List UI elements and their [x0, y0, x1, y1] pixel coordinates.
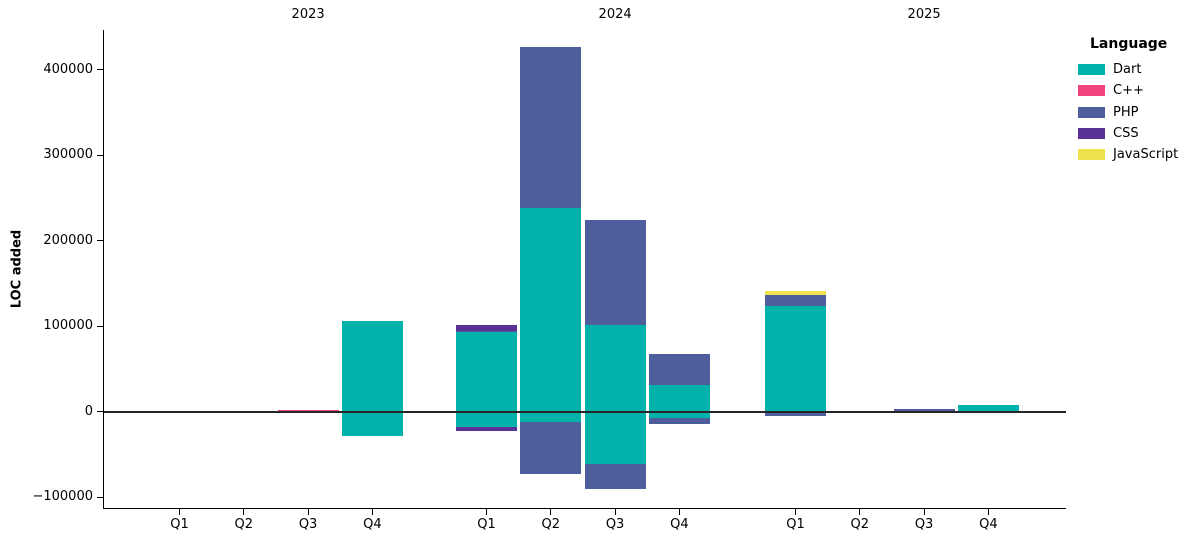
y-tick — [97, 69, 103, 71]
legend-item-label: C++ — [1113, 83, 1144, 99]
x-tick — [243, 509, 245, 515]
y-tick-label: 300000 — [43, 147, 93, 163]
x-tick — [923, 509, 925, 515]
legend-item-dart: Dart — [1078, 59, 1178, 80]
bar-segment — [893, 409, 955, 412]
bar-segment — [648, 411, 710, 418]
y-tick — [97, 411, 103, 413]
x-tick-label: Q1 — [786, 517, 805, 532]
y-tick — [97, 240, 103, 242]
x-tick — [678, 509, 680, 515]
x-tick — [794, 509, 797, 515]
bar-segment — [648, 418, 710, 424]
legend-item-css: CSS — [1078, 123, 1178, 144]
facet-year-label-2025: 2025 — [907, 7, 941, 22]
bar-segment — [456, 427, 517, 431]
x-tick-label: Q2 — [541, 517, 561, 532]
x-tick-label: Q4 — [979, 517, 998, 532]
legend-item-c: C++ — [1078, 80, 1178, 101]
y-tick-label: 100000 — [43, 318, 93, 334]
bar-segment — [456, 325, 517, 331]
bar-segment — [957, 405, 1019, 412]
bar-segment — [765, 290, 826, 295]
x-tick-label: Q3 — [605, 517, 625, 532]
bar-segment — [648, 385, 710, 412]
bar-segment — [341, 321, 403, 412]
x-tick — [371, 509, 373, 515]
x-tick — [859, 509, 861, 515]
legend-title: Language — [1090, 36, 1168, 52]
x-tick-label: Q1 — [170, 517, 189, 532]
bar-segment — [520, 47, 582, 209]
bar-segment — [456, 330, 517, 333]
legend-items: Dart C++ PHP CSS JavaScript — [1078, 59, 1178, 165]
bar-segment — [765, 294, 826, 306]
bar-segment — [765, 411, 826, 417]
x-tick-label: Q2 — [850, 517, 870, 532]
x-tick-label: Q4 — [670, 517, 689, 532]
bar-segment — [341, 411, 403, 437]
legend-item-label: PHP — [1113, 104, 1139, 120]
legend-item-javascript: JavaScript — [1078, 144, 1178, 165]
bar-segment — [648, 354, 710, 386]
legend-swatch-icon — [1078, 85, 1105, 97]
x-tick-label: Q1 — [477, 517, 496, 532]
legend-swatch-icon — [1078, 64, 1105, 76]
bar-segment — [277, 409, 339, 412]
bar-segment — [584, 411, 646, 464]
legend-item-label: JavaScript — [1113, 147, 1179, 163]
bar-segment — [520, 208, 582, 412]
x-axis-line — [103, 508, 1066, 510]
x-tick — [614, 509, 616, 515]
bar-segment — [520, 411, 582, 423]
y-axis-line — [103, 30, 105, 508]
bar-segment — [456, 411, 517, 427]
legend-item-label: CSS — [1113, 126, 1139, 142]
facet-year-label-2023: 2023 — [291, 7, 325, 22]
legend-swatch-icon — [1078, 149, 1105, 161]
legend-item-label: Dart — [1113, 62, 1142, 78]
legend: Language Dart C++ PHP CSS JavaScript — [1078, 36, 1178, 165]
bar-segment — [520, 422, 582, 475]
x-tick-label: Q3 — [914, 517, 934, 532]
bar-segment — [584, 219, 646, 325]
y-tick-label: 200000 — [43, 232, 93, 248]
legend-swatch-icon — [1078, 106, 1105, 118]
y-tick-label: 0 — [84, 403, 93, 419]
y-tick — [97, 496, 103, 498]
zero-baseline — [104, 411, 1066, 413]
legend-swatch-icon — [1078, 128, 1105, 140]
y-tick-label: 400000 — [43, 61, 93, 77]
bar-segment — [765, 305, 826, 412]
x-tick — [485, 509, 488, 515]
y-tick-label: −100000 — [32, 489, 93, 505]
x-tick-label: Q4 — [363, 517, 382, 532]
x-tick-label: Q2 — [234, 517, 254, 532]
facet-year-label-2024: 2024 — [598, 7, 632, 22]
x-tick — [307, 509, 309, 515]
x-tick — [987, 509, 989, 515]
x-tick — [550, 509, 552, 515]
x-tick-label: Q3 — [298, 517, 318, 532]
bar-segment — [456, 331, 517, 412]
bar-segment — [584, 463, 646, 490]
y-tick — [97, 154, 103, 156]
x-tick — [178, 509, 181, 515]
legend-item-php: PHP — [1078, 102, 1178, 123]
y-tick — [97, 325, 103, 327]
bar-segment — [584, 324, 646, 412]
